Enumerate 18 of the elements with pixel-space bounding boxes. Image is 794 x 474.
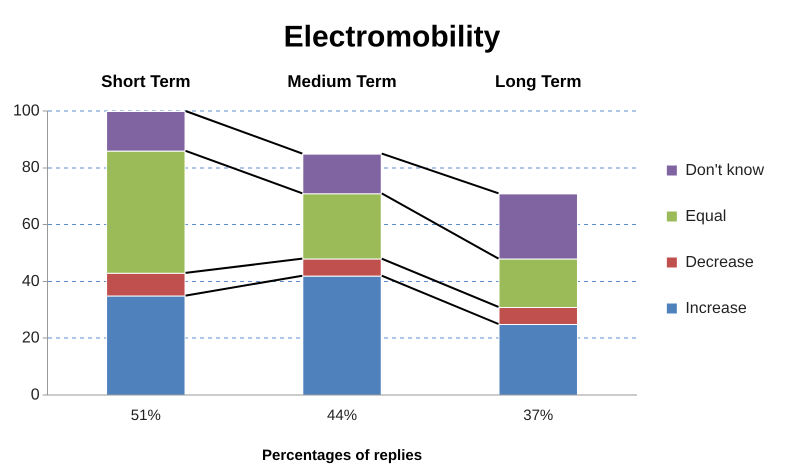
text: Short Term xyxy=(101,72,191,92)
chart-title: Electromobility xyxy=(284,20,501,54)
y-tick-label: 40 xyxy=(22,272,40,290)
x-tick-label: 44% xyxy=(327,407,358,424)
y-tick-label: 60 xyxy=(22,216,40,234)
x-tick-label: 37% xyxy=(523,407,554,424)
x-tick-label: 51% xyxy=(130,407,161,424)
text: Long Term xyxy=(494,72,582,92)
y-tick-label: 100 xyxy=(12,102,40,120)
y-tick-label: 20 xyxy=(22,330,40,347)
x-axis-title: Percentages of replies xyxy=(262,447,422,464)
y-tick-label: 80 xyxy=(22,159,40,176)
y-tick-label: 0 xyxy=(30,386,40,404)
text: Medium Term xyxy=(287,72,397,92)
legend-label: Don't know xyxy=(685,162,764,179)
legend-label: Decrease xyxy=(685,254,754,271)
legend-label: Equal xyxy=(685,208,726,225)
legend-label: Increase xyxy=(685,300,747,317)
